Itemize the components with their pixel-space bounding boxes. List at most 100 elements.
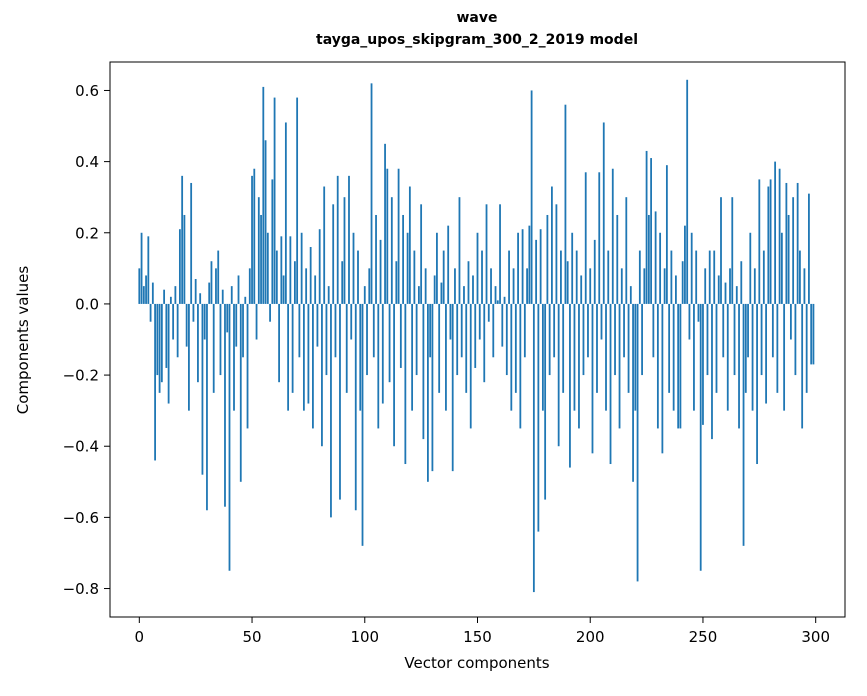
bar (537, 303, 540, 532)
bar (174, 286, 177, 304)
bar (661, 303, 664, 454)
bar (627, 303, 630, 393)
bar (481, 250, 483, 304)
bar (647, 214, 650, 304)
bar (199, 293, 202, 304)
bar (690, 232, 693, 304)
bar (796, 182, 799, 304)
bar (172, 303, 175, 340)
bar (384, 143, 386, 304)
chart-title-line-1: wave (456, 10, 497, 26)
bar (293, 261, 296, 304)
bar (415, 303, 418, 376)
bar (460, 303, 463, 358)
bar (659, 232, 662, 304)
bar (169, 296, 172, 304)
bar (575, 250, 578, 304)
bar (314, 275, 317, 304)
bar (591, 303, 594, 454)
bar (165, 303, 168, 368)
bar (517, 232, 519, 304)
bar (702, 303, 704, 425)
bar (445, 303, 447, 411)
bar (192, 303, 195, 322)
y-tick-label: 0.6 (75, 82, 99, 100)
bar (194, 279, 197, 304)
bar (312, 303, 314, 429)
bar (291, 303, 294, 393)
bar (138, 268, 141, 304)
bar (321, 303, 323, 447)
bar (472, 275, 474, 304)
bar (420, 204, 423, 304)
bar (618, 303, 621, 429)
bar (239, 303, 242, 482)
bar (350, 303, 353, 340)
bar (735, 286, 738, 304)
bar (330, 303, 332, 518)
bar (623, 303, 625, 358)
bar (316, 303, 319, 347)
bar (221, 289, 224, 304)
bar (528, 225, 531, 304)
bar (656, 303, 659, 429)
bar (147, 236, 150, 304)
bar (478, 303, 481, 340)
bar (309, 247, 312, 304)
bar (799, 250, 801, 304)
bar (487, 303, 490, 322)
bar (634, 303, 637, 411)
bar (255, 303, 258, 340)
bar (323, 186, 326, 304)
bar (686, 79, 689, 304)
bar (357, 250, 359, 304)
bar (160, 303, 163, 383)
bar (510, 303, 513, 411)
bar (801, 303, 804, 429)
bar (422, 303, 425, 440)
bar (805, 303, 808, 393)
bar (629, 286, 632, 304)
bar (140, 232, 143, 304)
bar (697, 303, 700, 322)
bar (178, 229, 181, 304)
bar (185, 303, 188, 347)
chart-title-line-2: tayga_upos_skipgram_300_2_2019 model (316, 32, 638, 48)
bar (406, 232, 409, 304)
x-tick-label: 250 (689, 628, 718, 646)
bar (436, 232, 438, 304)
bar (417, 286, 420, 304)
bar (318, 229, 321, 304)
bar (377, 303, 380, 429)
bar (744, 303, 747, 393)
bar (747, 303, 749, 358)
bar (641, 303, 643, 376)
bar (408, 186, 411, 304)
bar (230, 286, 233, 304)
bar (476, 232, 479, 304)
bar (731, 197, 734, 304)
x-tick-label: 300 (801, 628, 830, 646)
bar (706, 303, 709, 376)
bar (181, 175, 184, 304)
bar (490, 268, 492, 304)
bar (379, 239, 382, 304)
bar (654, 211, 657, 304)
bar (307, 303, 310, 404)
bar (535, 239, 538, 304)
bar (711, 303, 713, 440)
bar (519, 303, 522, 429)
bar (503, 296, 506, 304)
bar (810, 303, 813, 365)
bar (167, 303, 170, 404)
y-tick-label: −0.8 (63, 580, 99, 598)
bar (494, 286, 497, 304)
bar (343, 197, 346, 304)
bar (176, 303, 179, 358)
bar (778, 168, 781, 304)
bar (753, 268, 756, 304)
bar (188, 303, 190, 411)
bar (284, 122, 287, 304)
bar (298, 303, 301, 358)
bar (672, 303, 675, 411)
